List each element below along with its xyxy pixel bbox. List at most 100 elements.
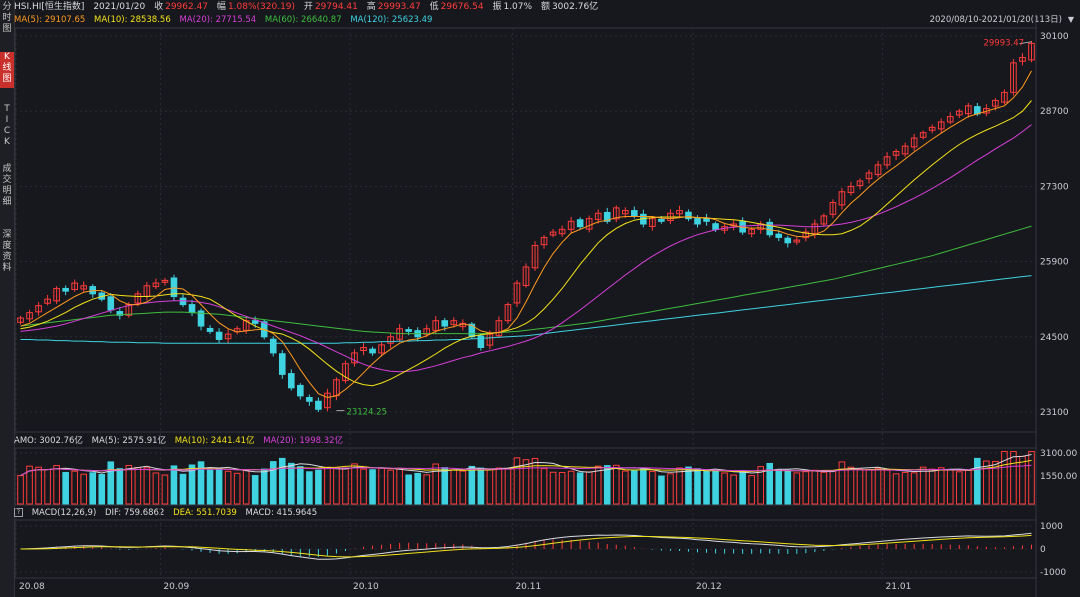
amo-bar: [594, 465, 602, 505]
amo-bar: [621, 470, 629, 505]
amo-bar: [450, 469, 458, 505]
amo-bar: [486, 468, 494, 505]
amo-bar: [667, 473, 674, 505]
amo-bar: [53, 465, 60, 505]
amo-bar: [405, 474, 412, 505]
candle: [892, 150, 900, 156]
amo-bar: [315, 469, 322, 505]
candle: [297, 384, 304, 397]
ma120-label: MA(120): 25623.49: [350, 15, 433, 25]
candle: [694, 218, 701, 225]
amo-bar: [649, 470, 656, 505]
candle: [197, 310, 205, 327]
candle: [847, 185, 855, 194]
high-value: 29993.47: [377, 2, 421, 12]
candle: [215, 331, 223, 340]
candle: [441, 320, 449, 327]
date-tick-label: 20.09: [163, 582, 189, 592]
quote-header: HSI.HI[恒生指数] 2021/01/20 收 29962.47 幅 1.08%…: [14, 0, 1080, 14]
close-label: 收: [154, 2, 164, 12]
tab-trade-detail[interactable]: 成 交 明 细: [2, 164, 12, 207]
candle: [522, 266, 530, 287]
amo-bar: [983, 460, 990, 505]
amo-bar: [387, 469, 394, 505]
amo-bar: [919, 466, 927, 505]
amo-bar: [396, 468, 403, 505]
amo-bar: [721, 472, 728, 505]
candle: [567, 220, 575, 230]
chevron-down-icon[interactable]: ▼: [1067, 15, 1074, 24]
candle: [937, 121, 945, 130]
price-tick-label: 30100: [1040, 32, 1069, 42]
indicator-toggle-icon[interactable]: ?: [14, 508, 23, 517]
candle: [71, 282, 78, 291]
amo-bar: [712, 470, 719, 505]
date-range-selector[interactable]: 2020/08/10-2021/01/20(113日): [929, 15, 1062, 25]
date-tick-label: 20.08: [19, 582, 45, 592]
candle: [513, 282, 521, 304]
candle: [874, 164, 882, 176]
candle: [170, 277, 178, 298]
amp-label: 振: [492, 2, 502, 12]
amo-bar: [694, 468, 701, 505]
tab-tick[interactable]: T I C K: [3, 104, 11, 147]
candle: [946, 116, 954, 123]
amo-bar: [351, 463, 358, 505]
amo-bar: [865, 469, 873, 505]
macd-value: MACD: 415.9645: [245, 508, 318, 518]
amo-bar: [676, 467, 683, 505]
amo-bar: [251, 475, 259, 505]
amo-bar: [1001, 451, 1008, 505]
amo-bar: [288, 462, 295, 505]
amo-bar: [432, 463, 440, 505]
macd-dea-line: [20, 534, 1032, 558]
tab-intraday[interactable]: 分 时 图: [2, 2, 12, 34]
amo-bar: [459, 470, 467, 505]
price-tick-label: 24500: [1040, 333, 1069, 343]
amo-bar: [847, 466, 855, 505]
candle: [80, 285, 87, 290]
candle: [405, 329, 412, 332]
candle: [594, 212, 602, 220]
amo-bar: [116, 468, 124, 505]
amo-bar: [928, 468, 936, 505]
candle: [342, 363, 349, 382]
amo-bar: [260, 468, 268, 505]
candle: [477, 335, 485, 349]
amo-ma5-line: [20, 454, 1032, 477]
amo-bar: [179, 473, 187, 505]
change-value: 1.08%(320.19): [227, 2, 296, 12]
amo-bar: [937, 467, 945, 505]
tab-kline[interactable]: K 线 图: [0, 52, 14, 88]
candle: [992, 99, 999, 107]
candle: [432, 320, 440, 331]
amo-bar: [883, 469, 891, 505]
amo-tick-label: 1550.00: [1040, 472, 1077, 482]
amo-bar: [540, 468, 548, 505]
open-value: 29794.41: [314, 2, 358, 12]
candle: [784, 237, 792, 244]
amo-bar: [820, 471, 828, 505]
candle: [1001, 91, 1008, 103]
candle: [152, 282, 160, 288]
candle: [829, 202, 837, 215]
amo-bar: [766, 462, 774, 505]
candle: [576, 219, 584, 228]
candle: [865, 172, 873, 180]
amo-bar: [522, 459, 530, 505]
amo-bar: [811, 469, 819, 505]
amo-bar: [513, 457, 521, 505]
amo-bar: [838, 461, 846, 505]
candle: [856, 180, 864, 187]
amo-bar: [585, 471, 593, 505]
amo-bar: [685, 466, 692, 505]
tab-depth-info[interactable]: 深 度 资 料: [2, 230, 12, 273]
amo-bar: [80, 473, 87, 505]
amo-bar: [35, 466, 42, 505]
candle: [838, 191, 846, 206]
candle: [676, 210, 683, 215]
candle: [306, 396, 313, 402]
amo-bar: [242, 469, 250, 505]
candle: [766, 221, 774, 236]
